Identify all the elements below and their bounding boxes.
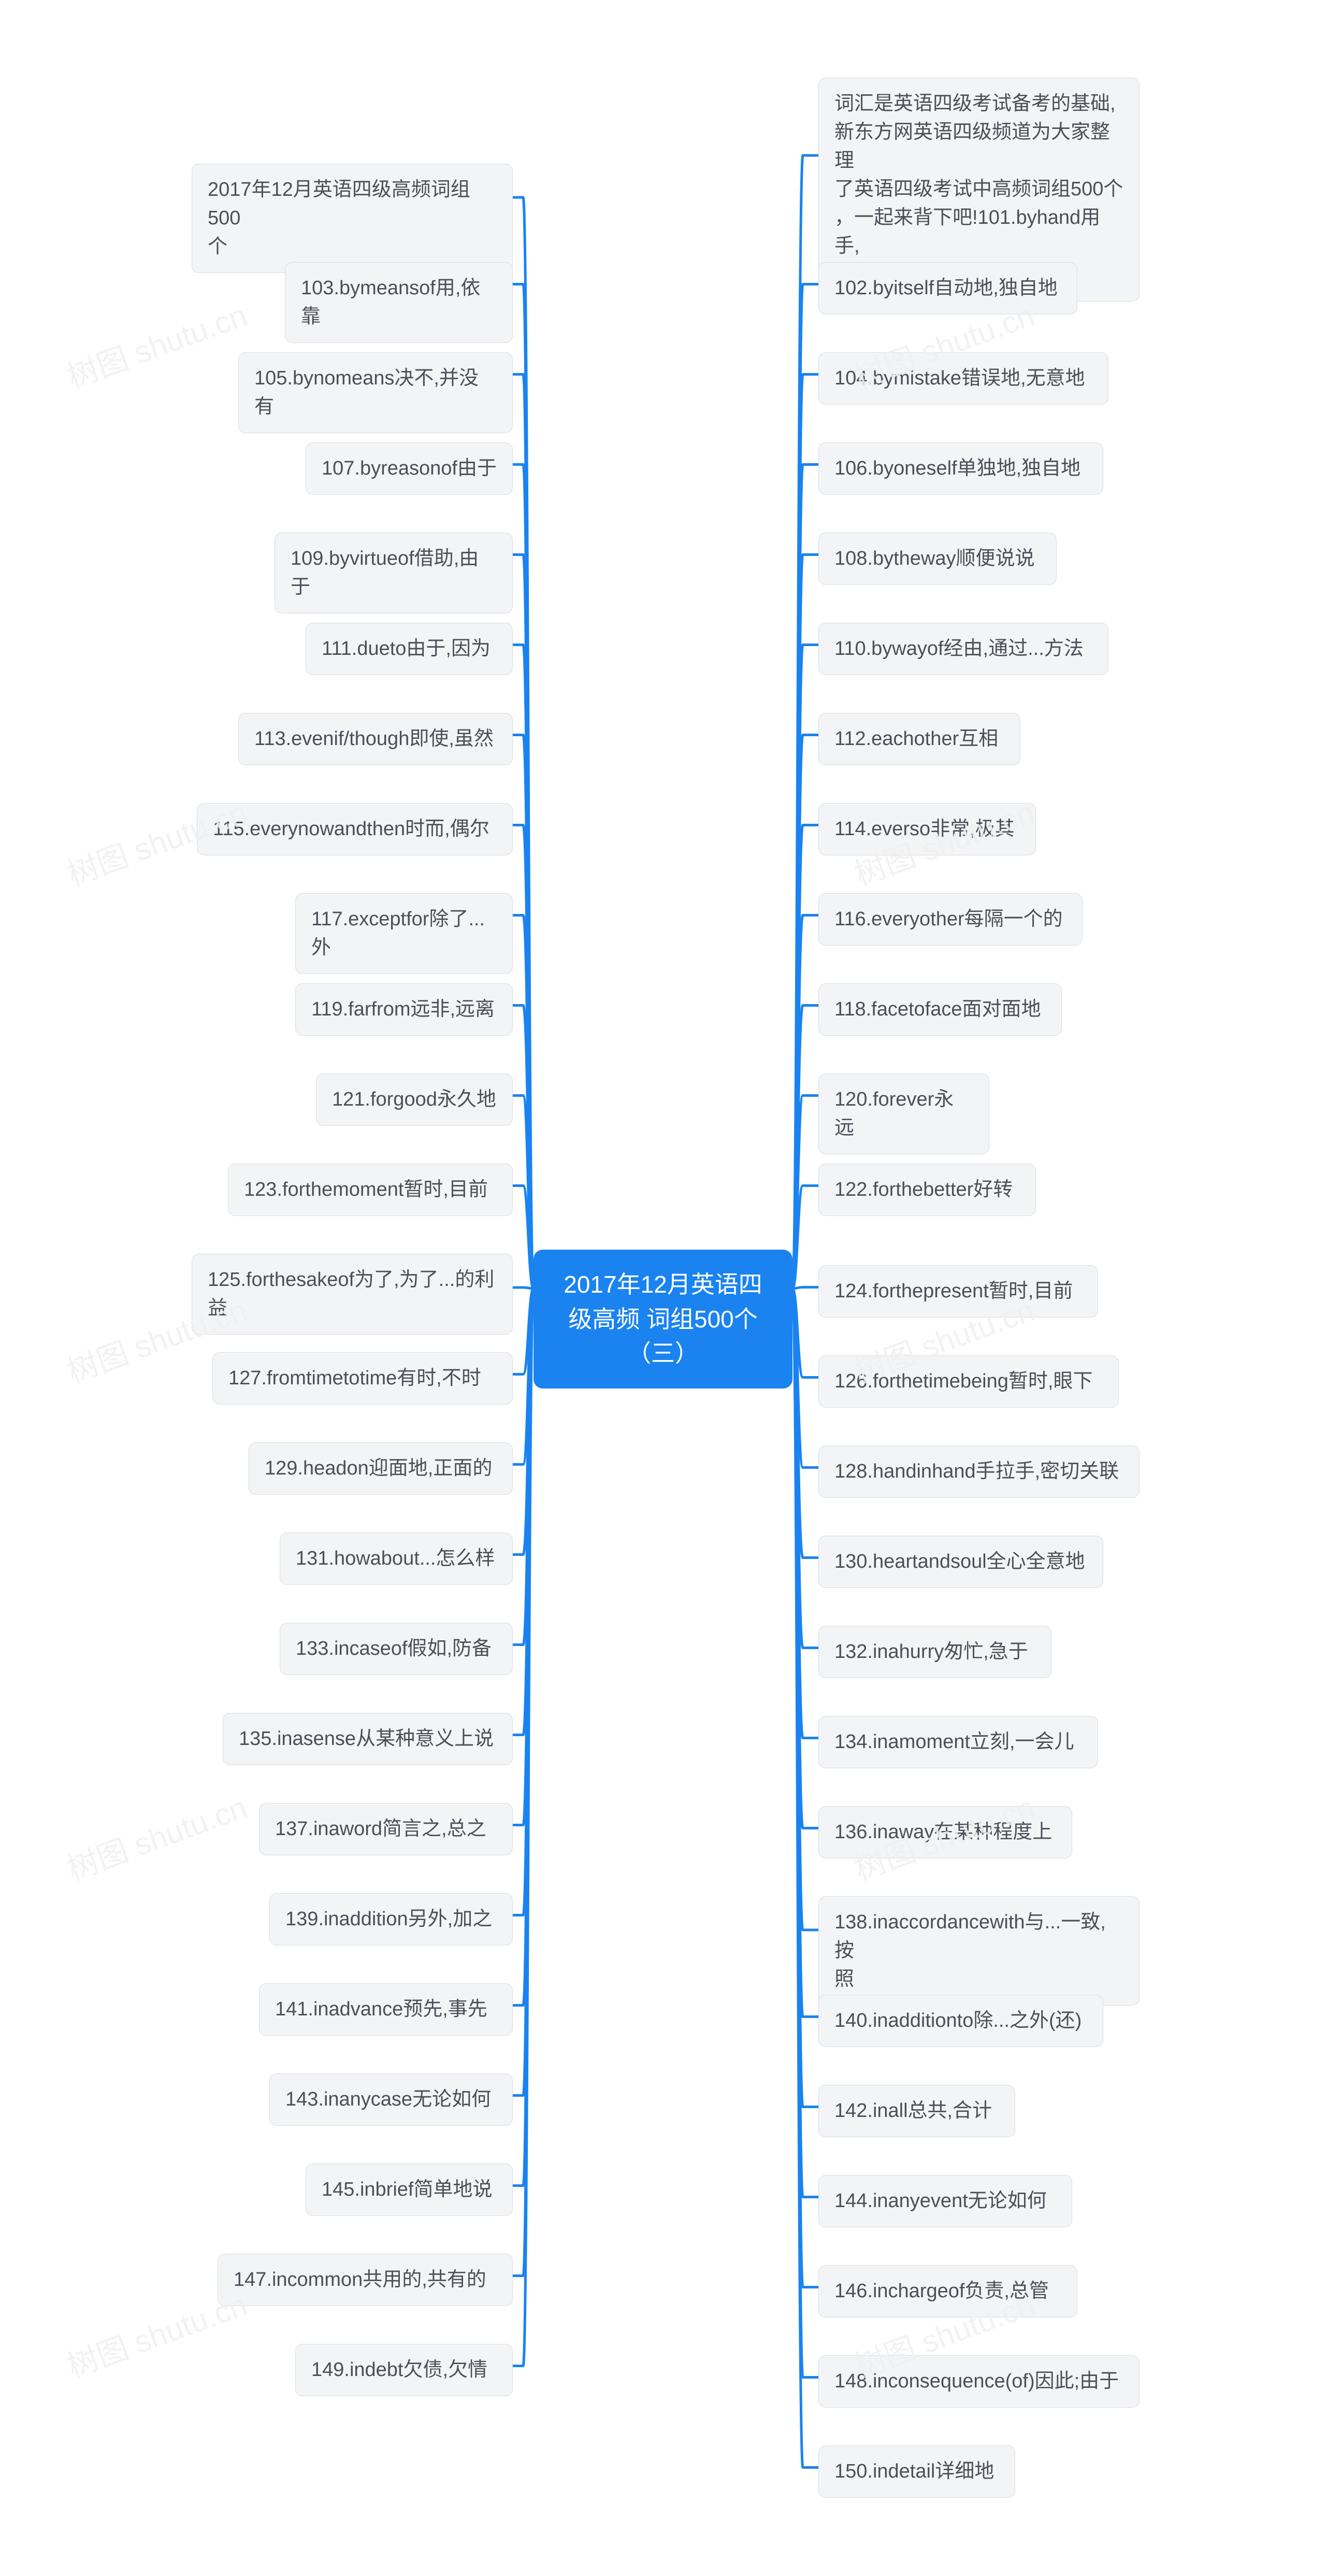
mindmap-branch-node: 104.bymistake错误地,无意地 [818, 352, 1108, 405]
mindmap-branch-node: 107.byreasonof由于 [306, 442, 513, 495]
mindmap-branch-node: 124.forthepresent暂时,目前 [818, 1265, 1098, 1318]
mindmap-branch-node: 115.everynowandthen时而,偶尔 [197, 803, 513, 855]
mindmap-branch-node: 119.farfrom远非,远离 [295, 983, 513, 1036]
mindmap-branch-node: 126.forthetimebeing暂时,眼下 [818, 1355, 1119, 1408]
mindmap-branch-node: 129.headon迎面地,正面的 [249, 1442, 513, 1495]
mindmap-branch-node: 2017年12月英语四级高频词组500 个 [192, 164, 513, 273]
mindmap-branch-node: 102.byitself自动地,独自地 [818, 262, 1077, 314]
mindmap-branch-node: 114.everso非常,极其 [818, 803, 1036, 855]
mindmap-branch-node: 118.facetoface面对面地 [818, 983, 1062, 1036]
mindmap-branch-node: 149.indebt欠债,欠情 [295, 2344, 513, 2396]
mindmap-branch-node: 143.inanycase无论如何 [269, 2073, 513, 2126]
mindmap-branch-node: 123.forthemoment暂时,目前 [228, 1164, 513, 1216]
mindmap-branch-node: 147.incommon共用的,共有的 [218, 2254, 513, 2306]
mindmap-branch-node: 134.inamoment立刻,一会儿 [818, 1716, 1098, 1768]
mindmap-branch-node: 117.exceptfor除了...外 [295, 893, 513, 974]
mindmap-branch-node: 141.inadvance预先,事先 [259, 1983, 513, 2036]
mindmap-center-node: 2017年12月英语四级高频 词组500个（三） [534, 1250, 792, 1389]
mindmap-branch-node: 148.inconsequence(of)因此;由于 [818, 2355, 1140, 2408]
mindmap-branch-node: 125.forthesakeof为了,为了...的利 益 [192, 1254, 513, 1335]
mindmap-branch-node: 128.handinhand手拉手,密切关联 [818, 1446, 1140, 1498]
mindmap-branch-node: 138.inaccordancewith与...一致,按 照 [818, 1896, 1140, 2006]
mindmap-branch-node: 110.bywayof经由,通过...方法 [818, 623, 1108, 675]
mindmap-branch-node: 113.evenif/though即使,虽然 [238, 713, 513, 765]
mindmap-branch-node: 130.heartandsoul全心全意地 [818, 1536, 1103, 1588]
mindmap-branch-node: 131.howabout...怎么样 [280, 1533, 513, 1585]
mindmap-branch-node: 109.byvirtueof借助,由于 [275, 533, 513, 613]
mindmap-branch-node: 132.inahurry匆忙,急于 [818, 1626, 1051, 1678]
mindmap-branch-node: 103.bymeansof用,依靠 [285, 262, 513, 343]
mindmap-branch-node: 133.incaseof假如,防备 [280, 1623, 513, 1675]
mindmap-branch-node: 142.inall总共,合计 [818, 2085, 1015, 2137]
mindmap-branch-node: 150.indetail详细地 [818, 2445, 1015, 2498]
mindmap-branch-node: 105.bynomeans决不,并没有 [238, 352, 513, 433]
mindmap-branch-node: 135.inasense从某种意义上说 [223, 1713, 513, 1765]
mindmap-branch-node: 120.forever永远 [818, 1074, 989, 1154]
watermark-text: 树图 shutu.cn [60, 1782, 252, 1889]
mindmap-branch-node: 127.fromtimetotime有时,不时 [212, 1352, 513, 1405]
mindmap-branch-node: 121.forgood永久地 [316, 1074, 513, 1126]
mindmap-branch-node: 140.inadditionto除...之外(还) [818, 1995, 1103, 2047]
mindmap-branch-node: 139.inaddition另外,加之 [269, 1893, 513, 1945]
mindmap-branch-node: 144.inanyevent无论如何 [818, 2175, 1072, 2227]
mindmap-branch-node: 136.inaway在某种程度上 [818, 1806, 1072, 1858]
mindmap-branch-node: 108.bytheway顺便说说 [818, 533, 1057, 585]
mindmap-branch-node: 145.inbrief简单地说 [306, 2164, 513, 2216]
watermark-text: 树图 shutu.cn [60, 290, 252, 397]
mindmap-branch-node: 146.inchargeof负责,总管 [818, 2265, 1077, 2317]
mindmap-branch-node: 122.forthebetter好转 [818, 1164, 1036, 1216]
mindmap-branch-node: 116.everyother每隔一个的 [818, 893, 1083, 946]
mindmap-branch-node: 106.byoneself单独地,独自地 [818, 442, 1103, 495]
mindmap-branch-node: 137.inaword简言之,总之 [259, 1803, 513, 1855]
mindmap-branch-node: 112.eachother互相 [818, 713, 1020, 765]
mindmap-branch-node: 111.dueto由于,因为 [306, 623, 513, 675]
